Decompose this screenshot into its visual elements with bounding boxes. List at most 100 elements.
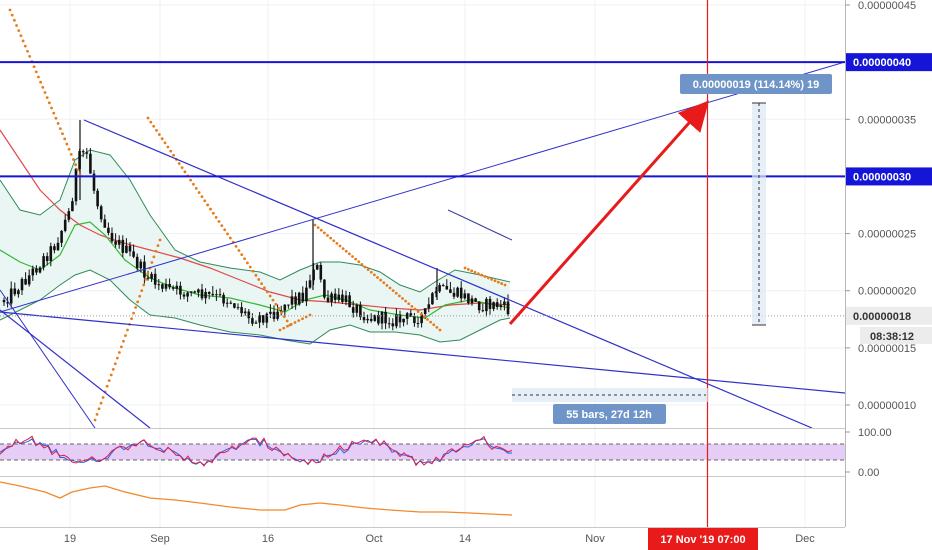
- candle-body: [164, 283, 168, 289]
- sar-dot: [117, 351, 121, 354]
- sar-dot: [319, 228, 323, 232]
- sar-dot: [394, 291, 398, 295]
- candle-body: [193, 291, 197, 293]
- candle-body: [265, 313, 269, 323]
- sar-dot: [293, 321, 297, 324]
- candle-body: [254, 322, 258, 324]
- sar-dot: [124, 334, 127, 338]
- candle-body: [387, 323, 391, 325]
- descending-trendline-upper[interactable]: [83, 119, 813, 428]
- sar-dot: [466, 268, 470, 271]
- candle-body: [189, 291, 193, 293]
- candle-body: [369, 318, 373, 321]
- sar-dot: [12, 18, 16, 22]
- candle-body: [409, 313, 413, 317]
- candle-body: [204, 291, 207, 299]
- candle-body: [45, 256, 49, 261]
- sar-dot: [126, 328, 129, 332]
- sar-dot: [366, 268, 370, 272]
- price-axis[interactable]: 0.00000045 0.00000035 0.00000025 0.00000020…: [845, 0, 932, 479]
- candle-body: [474, 298, 477, 302]
- price-tick-label: 0.00000020: [858, 286, 916, 298]
- sar-dot: [223, 228, 227, 232]
- projection-arrow-line[interactable]: [508, 100, 709, 325]
- candle-body: [395, 314, 398, 327]
- sar-dot: [115, 356, 119, 360]
- candle-body: [186, 292, 189, 297]
- sar-dot: [435, 325, 439, 329]
- sar-dot: [99, 401, 103, 405]
- sar-dot: [37, 75, 40, 79]
- oscillator-pane: [0, 481, 513, 516]
- sar-dot: [67, 147, 71, 151]
- sar-dot: [379, 278, 383, 282]
- candle-body: [53, 246, 56, 251]
- time-cursor-tag: [648, 528, 758, 550]
- candle-body: [279, 310, 283, 312]
- rsi-pane: [0, 435, 845, 467]
- projection-arrow[interactable]: [508, 100, 709, 325]
- sar-dot: [248, 265, 252, 269]
- sar-dot: [226, 232, 229, 236]
- sar-dot: [155, 129, 158, 132]
- sar-dot: [194, 186, 198, 190]
- candle-body: [377, 314, 380, 324]
- sar-dot: [8, 8, 12, 12]
- current-price-tag: [846, 306, 932, 325]
- candle-body: [240, 307, 243, 314]
- time-tick-label: Oct: [365, 533, 382, 545]
- sar-dot: [183, 170, 187, 174]
- sar-dot: [69, 152, 73, 156]
- sar-dot: [240, 253, 244, 257]
- measure-label-box: [680, 74, 832, 94]
- rsi-band-fill: [0, 444, 845, 460]
- time-tick-label: 19: [64, 533, 76, 545]
- candle-body: [117, 239, 121, 245]
- candle-body: [301, 292, 305, 302]
- candle-body: [499, 305, 503, 308]
- sar-dot: [493, 279, 497, 283]
- sar-dot: [200, 195, 204, 199]
- sar-dot: [52, 111, 56, 115]
- descending-trendline-lower[interactable]: [0, 311, 845, 394]
- steep-trendline-2[interactable]: [0, 289, 96, 428]
- sar-dot: [15, 24, 18, 27]
- sar-dot: [496, 280, 500, 284]
- level-price-label: 0.00000030: [853, 171, 911, 183]
- sar-dot: [265, 290, 269, 294]
- sar-dot: [332, 239, 336, 243]
- sar-dot: [111, 367, 115, 371]
- sar-dot: [297, 319, 301, 323]
- sar-dot: [150, 261, 154, 264]
- candle-body: [135, 256, 139, 269]
- sar-dot: [274, 302, 278, 306]
- bollinger-lower: [0, 269, 511, 345]
- sar-dot: [397, 294, 401, 298]
- candle-body: [413, 316, 416, 324]
- candle-body: [27, 275, 31, 285]
- time-axis[interactable]: 19 Sep 16 Oct 14 Nov Dec 17 Nov '19 07:00: [64, 528, 815, 550]
- sar-dot: [463, 266, 467, 270]
- candle-body: [269, 311, 272, 314]
- steep-trendline-1[interactable]: [0, 309, 151, 428]
- candle-body: [175, 285, 179, 289]
- sar-dot: [107, 379, 111, 383]
- sar-dot: [163, 141, 167, 145]
- bars-label-box: [553, 404, 666, 424]
- sar-dot: [41, 85, 45, 89]
- sar-dot: [217, 220, 221, 223]
- sar-dot: [122, 339, 125, 343]
- sar-dot: [95, 412, 99, 416]
- price-tick-label: 0.00000010: [858, 400, 916, 412]
- sar-dot: [354, 257, 358, 261]
- candle-body: [218, 294, 222, 296]
- measure-tool[interactable]: 0.00000019 (114.14%) 19 55 bars, 27d 12h: [512, 74, 832, 424]
- candle-body: [258, 315, 261, 323]
- candle-body: [233, 303, 236, 308]
- candle-body: [121, 239, 125, 253]
- sar-dot: [351, 255, 354, 258]
- horizontal-levels[interactable]: [0, 61, 845, 317]
- sar-dot: [142, 283, 146, 287]
- ichimoku-fragment: [447, 209, 513, 241]
